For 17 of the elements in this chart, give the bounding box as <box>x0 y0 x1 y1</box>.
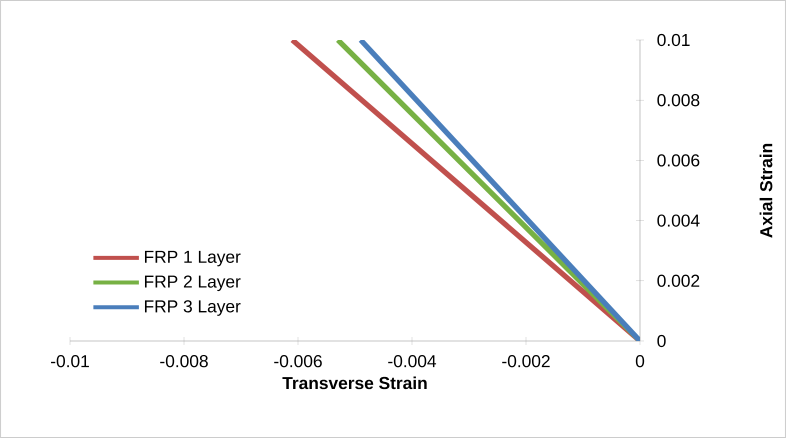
y-tick-label: 0.008 <box>657 94 700 106</box>
x-axis-title: Transverse Strain <box>282 376 427 390</box>
x-tick-label: -0.006 <box>274 355 322 368</box>
legend-label: FRP 3 Layer <box>144 300 241 316</box>
y-tick-label: 0.004 <box>657 214 700 227</box>
x-tick-label: 0 <box>636 355 644 368</box>
y-tick-label: 0.006 <box>657 154 700 167</box>
legend-label: FRP 2 Layer <box>144 275 241 292</box>
x-tick-label: -0.004 <box>388 355 436 368</box>
x-tick-label: -0.002 <box>502 355 550 368</box>
y-tick-label: 0 <box>657 334 666 348</box>
x-tick-label: -0.01 <box>51 355 89 368</box>
y-tick-label: 0.002 <box>657 274 700 287</box>
x-tick-label: -0.008 <box>160 355 208 368</box>
y-axis-title: Axial Strain <box>760 144 772 238</box>
y-tick-label: 0.01 <box>657 34 690 46</box>
legend-label: FRP 1 Layer <box>144 250 241 266</box>
